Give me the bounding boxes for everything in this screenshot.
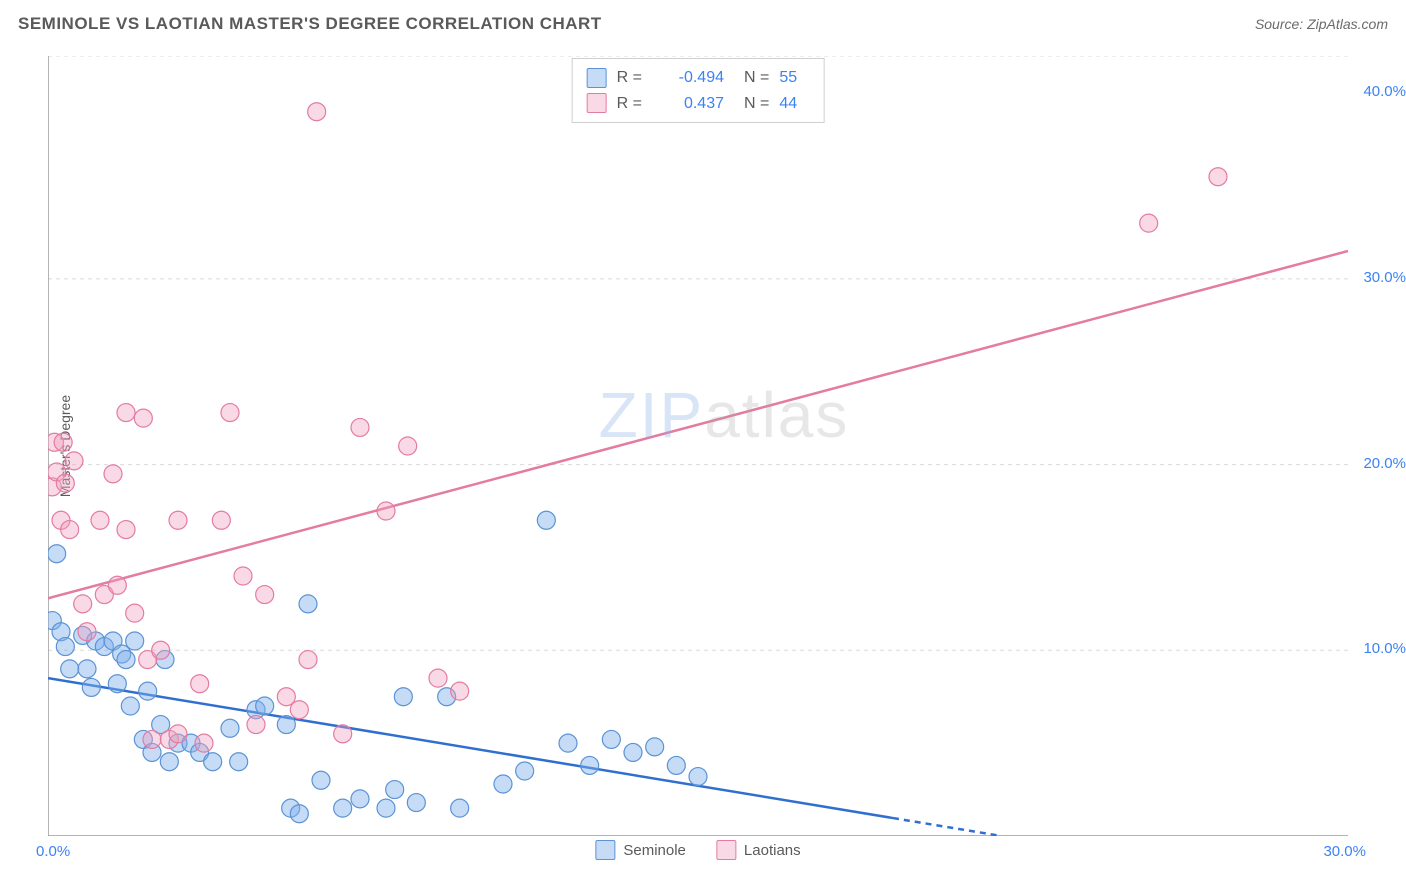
scatter-plot-svg [48,56,1348,836]
legend-item-seminole: Seminole [595,840,686,860]
y-axis-label-10: 10.0% [1363,640,1406,657]
chart-title: SEMINOLE VS LAOTIAN MASTER'S DEGREE CORR… [18,14,602,34]
y-axis-label-30: 30.0% [1363,269,1406,286]
y-axis-label-40: 40.0% [1363,83,1406,100]
legend-row-seminole: R = -0.494 N = 55 [587,65,810,91]
swatch-laotians [587,93,607,113]
legend-item-laotians: Laotians [716,840,801,860]
source-attribution: Source: ZipAtlas.com [1255,16,1388,32]
y-axis-label-20: 20.0% [1363,455,1406,472]
x-axis-label-max: 30.0% [1323,843,1366,860]
chart-area: Master's Degree ZIPatlas R = -0.494 N = … [48,56,1348,836]
swatch-seminole [587,68,607,88]
correlation-legend: R = -0.494 N = 55 R = 0.437 N = 44 [572,58,825,123]
swatch-laotians [716,840,736,860]
legend-row-laotians: R = 0.437 N = 44 [587,91,810,117]
chart-header: SEMINOLE VS LAOTIAN MASTER'S DEGREE CORR… [18,14,1388,34]
x-axis-label-min: 0.0% [36,843,70,860]
series-legend: Seminole Laotians [595,840,800,860]
swatch-seminole [595,840,615,860]
